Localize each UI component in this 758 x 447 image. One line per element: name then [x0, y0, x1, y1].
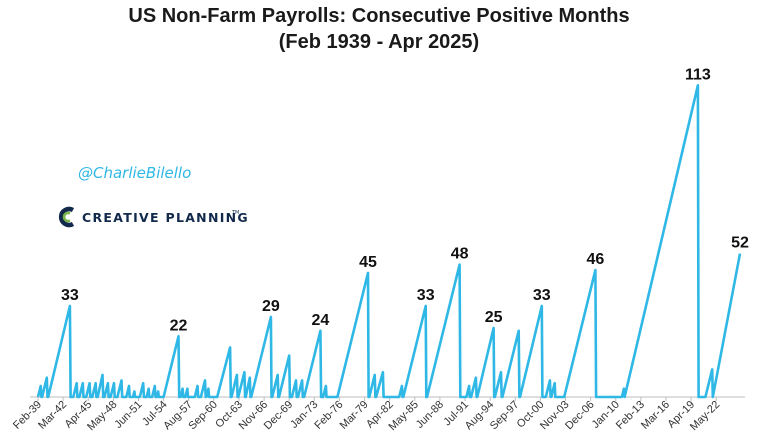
peak-label: 25 [485, 309, 503, 326]
x-tick-label: Mar-42 [36, 399, 69, 432]
peak-labels: 33 22 29 24 45 33 48 25 33 46 113 52 [61, 66, 749, 334]
brand-trademark: TM [231, 210, 239, 216]
x-tick-label: Dec-06 [563, 399, 597, 433]
peak-label: 45 [359, 254, 377, 271]
x-tick-label: Dec-69 [262, 399, 296, 433]
peak-label: 22 [170, 317, 188, 334]
creative-planning-logo: CREATIVE PLANNING TM [58, 206, 249, 228]
chart-title: US Non-Farm Payrolls: Consecutive Positi… [128, 5, 629, 27]
peak-label: 33 [61, 287, 79, 304]
peak-label: 46 [587, 251, 605, 268]
peak-label: 29 [262, 298, 280, 315]
peak-label: 33 [533, 287, 551, 304]
chart-subtitle: (Feb 1939 - Apr 2025) [279, 31, 479, 53]
series-line [36, 84, 742, 399]
x-tick-label: Jun-88 [414, 399, 446, 431]
x-tick-label: Mar-16 [639, 399, 672, 432]
peak-label: 24 [312, 312, 330, 329]
x-tick-label: Jun-51 [112, 399, 144, 431]
peak-label: 33 [417, 287, 435, 304]
brand-name: CREATIVE PLANNING [82, 210, 249, 225]
x-tick-label: Mar-79 [338, 399, 371, 432]
peak-label: 52 [731, 235, 749, 252]
peak-label: 48 [451, 246, 469, 263]
twitter-handle: @CharlieBilello [78, 164, 191, 182]
x-tick-label: Sep-97 [488, 399, 522, 433]
x-axis-ticks: Feb-39Mar-42Apr-45May-48Jun-51Jul-54Aug-… [11, 397, 722, 433]
series-layer [36, 84, 742, 399]
creative-planning-c-logo-icon [58, 206, 75, 228]
x-tick-label: Sep-60 [186, 399, 220, 433]
peak-label: 113 [685, 66, 711, 83]
